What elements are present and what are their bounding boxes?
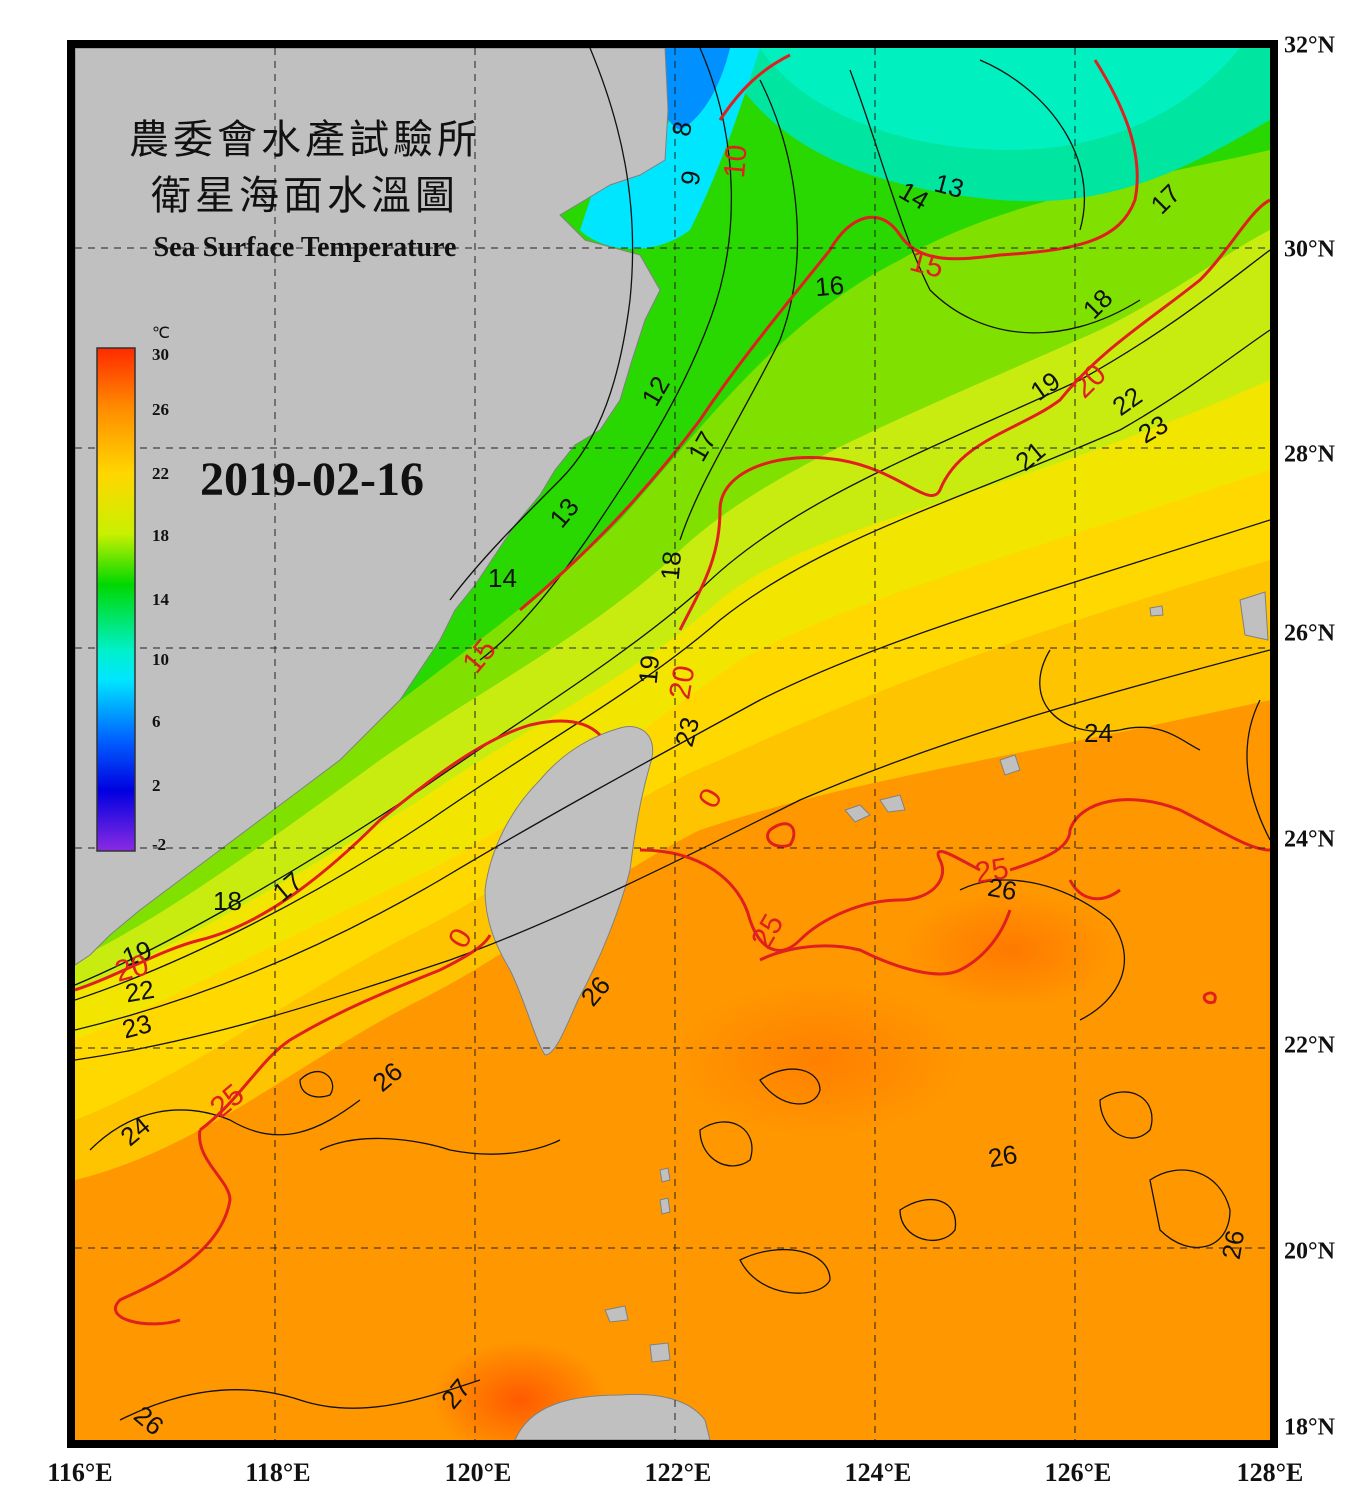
title-cn-line1: 農委會水產試驗所 [129,117,481,163]
title-en: Sea Surface Temperature [153,232,457,263]
colorbar-tick: 22 [152,464,169,483]
contour-label: 26 [986,1139,1020,1174]
minor-isotherms [75,48,1270,1421]
land [75,48,1269,1440]
lon-label: 116°E [47,1458,113,1487]
lat-label: 20°N [1284,1238,1335,1265]
contour-label: 22 [123,974,157,1009]
lon-label: 124°E [844,1458,912,1487]
date-label: 2019-02-16 [200,453,424,506]
lat-label: 32°N [1284,32,1335,59]
lat-label: 22°N [1284,1032,1335,1059]
colorbar-tick: 30 [152,345,169,364]
contour-label-red: 10 [718,143,754,179]
colorbar-tick: 2 [152,776,161,795]
contour-label-red: 25 [973,852,1012,890]
lon-label: 128°E [1236,1458,1304,1487]
contour-label: 14 [488,563,517,593]
title-cn-line2: 衛星海面水溫圖 [151,173,459,219]
contour-label: 16 [814,270,845,302]
contour-label-red: 20 [663,663,701,702]
graticule [75,48,1270,1440]
contour-label: 26 [1216,1228,1251,1262]
major-isotherms [75,53,1270,1326]
contour-label: 8 [666,119,698,138]
contour-label: 24 [1084,718,1113,748]
lon-label: 118°E [245,1458,311,1487]
lat-label: 18°N [1284,1414,1335,1441]
lon-label: 120°E [444,1458,512,1487]
colorbar-tick: 26 [152,400,169,419]
colorbar [96,347,136,852]
colorbar-unit: ℃ [152,325,170,342]
contour-label: 18 [655,550,687,581]
colorbar-tick: 18 [152,526,169,545]
contour-label: 19 [633,654,665,685]
lat-label: 30°N [1284,236,1335,263]
colorbar-tick: -2 [152,835,167,854]
lat-label: 26°N [1284,620,1335,647]
title-block: 農委會水產試驗所 衛星海面水溫圖 Sea Surface Temperature [95,112,515,264]
colorbar-tick: 10 [152,650,169,669]
lat-label: 28°N [1284,441,1335,468]
lon-label: 126°E [1044,1458,1112,1487]
colorbar-tick: 14 [152,590,169,609]
map-frame [67,40,1278,1448]
colorbar-tick: 6 [152,712,161,731]
contour-label: 26 [985,872,1019,907]
lat-label: 24°N [1284,826,1335,853]
contour-label: 9 [674,168,706,187]
contour-label: 18 [213,886,242,916]
lon-label: 122°E [644,1458,712,1487]
